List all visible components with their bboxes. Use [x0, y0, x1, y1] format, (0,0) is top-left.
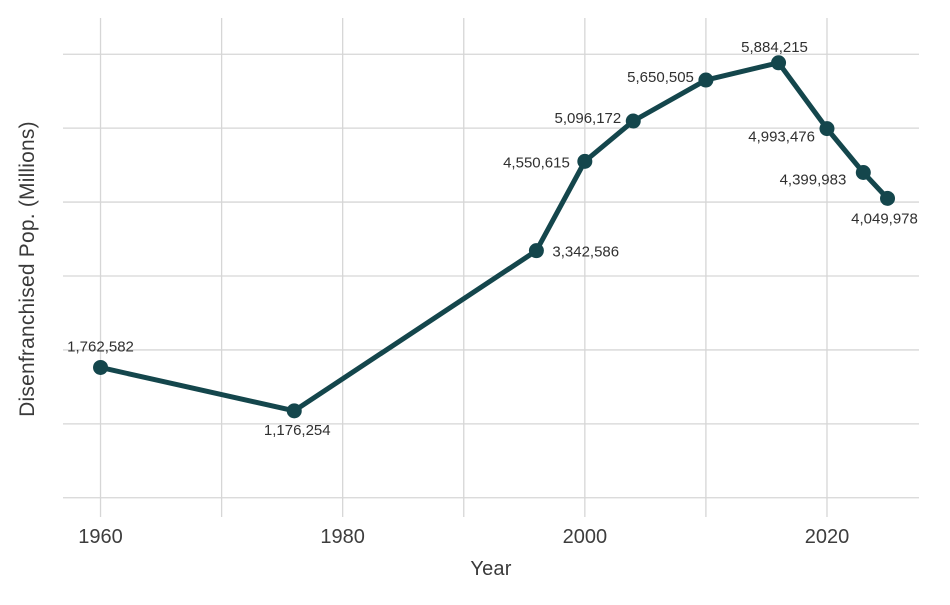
x-tick-label-1980: 1980 — [320, 526, 365, 548]
data-point-label: 4,550,615 — [503, 154, 570, 171]
data-point[interactable] — [577, 153, 593, 169]
data-point[interactable] — [819, 121, 835, 137]
data-point[interactable] — [698, 72, 714, 88]
data-point-label: 1,762,582 — [67, 338, 134, 355]
data-point-label: 5,884,215 — [741, 39, 808, 56]
x-tick-label-1960: 1960 — [78, 526, 123, 548]
data-point[interactable] — [771, 55, 787, 71]
data-point-label: 4,049,978 — [851, 210, 918, 227]
data-point[interactable] — [625, 113, 641, 129]
data-point[interactable] — [528, 243, 544, 259]
x-tick-label-2000: 2000 — [563, 526, 608, 548]
data-point-label: 5,096,172 — [555, 110, 622, 127]
data-point[interactable] — [880, 190, 896, 206]
data-point[interactable] — [855, 165, 871, 181]
series-line — [98, 60, 891, 414]
data-point[interactable] — [93, 359, 109, 375]
data-point-label: 4,993,476 — [748, 129, 815, 146]
data-point-label: 3,342,586 — [552, 244, 619, 261]
data-point-label: 4,399,983 — [780, 172, 847, 189]
data-point[interactable] — [286, 403, 302, 419]
x-tick-label-2020: 2020 — [805, 526, 850, 548]
data-point-label: 5,650,505 — [627, 69, 694, 86]
data-point-label: 1,176,254 — [264, 422, 331, 439]
x-axis-title: Year — [470, 558, 512, 580]
y-axis-title: Disenfranchised Pop. (Millions) — [16, 121, 39, 417]
